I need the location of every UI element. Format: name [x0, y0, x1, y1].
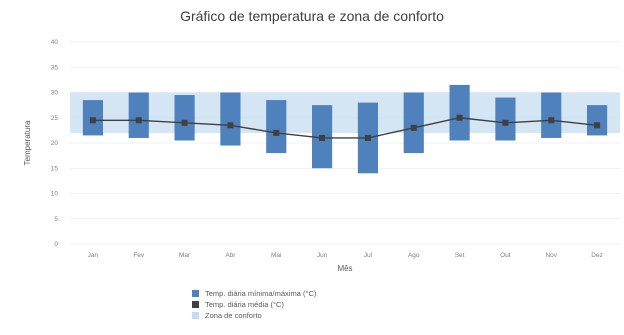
y-tick-label: 35 [51, 64, 59, 71]
mean-marker [456, 114, 463, 121]
mean-marker [227, 122, 234, 129]
legend-label-mean: Temp. diária média (°C) [205, 300, 284, 309]
x-tick-label: Mar [179, 252, 191, 259]
x-axis-label: Mês [337, 264, 352, 273]
minmax-box [220, 92, 241, 146]
legend: Temp. diária mínima/máxima (°C) Temp. di… [192, 288, 316, 321]
y-tick-label: 10 [51, 191, 59, 198]
y-tick-label: 0 [54, 241, 58, 248]
mean-line [92, 117, 598, 139]
y-tick-label: 15 [51, 165, 59, 172]
mean-marker [319, 134, 326, 141]
y-axis-label: Temperatura [23, 120, 32, 165]
mean-marker [273, 129, 280, 136]
minmax-box [587, 105, 608, 136]
mean-marker [135, 117, 142, 124]
x-tick-label: Nov [545, 252, 557, 259]
x-tick-label: Jan [88, 252, 99, 259]
mean-marker [364, 134, 371, 141]
x-tick-label: Fev [133, 252, 145, 259]
y-tick-label: 30 [51, 90, 59, 97]
legend-swatch-minmax [192, 290, 199, 297]
x-tick-label: Jul [364, 252, 373, 259]
minmax-box [174, 95, 195, 141]
mean-marker [89, 117, 96, 124]
chart-title: Gráfico de temperatura e zona de confort… [180, 8, 444, 24]
mean-marker [502, 119, 509, 126]
mean-marker [410, 124, 417, 131]
comfort-zone-band [70, 92, 620, 133]
mean-marker [548, 117, 555, 124]
minmax-box [266, 100, 287, 154]
x-tick-label: Ago [408, 252, 420, 259]
x-tick-label: Set [455, 252, 465, 259]
minmax-box [449, 84, 470, 141]
legend-label-minmax: Temp. diária mínima/máxima (°C) [205, 289, 317, 298]
legend-swatch-mean [192, 301, 199, 308]
minmax-box [128, 92, 149, 138]
y-tick-label: 40 [51, 39, 59, 46]
legend-swatch-comfort [192, 312, 199, 319]
y-tick-label: 25 [51, 115, 59, 122]
legend-item-comfort: Zona de conforto [192, 310, 316, 321]
minmax-box [495, 97, 516, 141]
y-tick-label: 5 [54, 216, 58, 223]
x-tick-label: Dez [591, 252, 603, 259]
legend-label-comfort: Zona de conforto [205, 311, 262, 320]
minmax-box [541, 92, 562, 138]
x-tick-label: Mai [271, 252, 281, 259]
legend-item-mean: Temp. diária média (°C) [192, 299, 316, 310]
x-tick-label: Jun [317, 252, 328, 259]
mean-marker [594, 122, 601, 129]
y-tick-label: 20 [51, 140, 59, 147]
legend-item-minmax: Temp. diária mínima/máxima (°C) [192, 288, 316, 299]
x-tick-label: Abr [225, 252, 236, 259]
mean-marker [181, 119, 188, 126]
minmax-box [403, 92, 424, 154]
x-tick-label: Out [500, 252, 511, 259]
